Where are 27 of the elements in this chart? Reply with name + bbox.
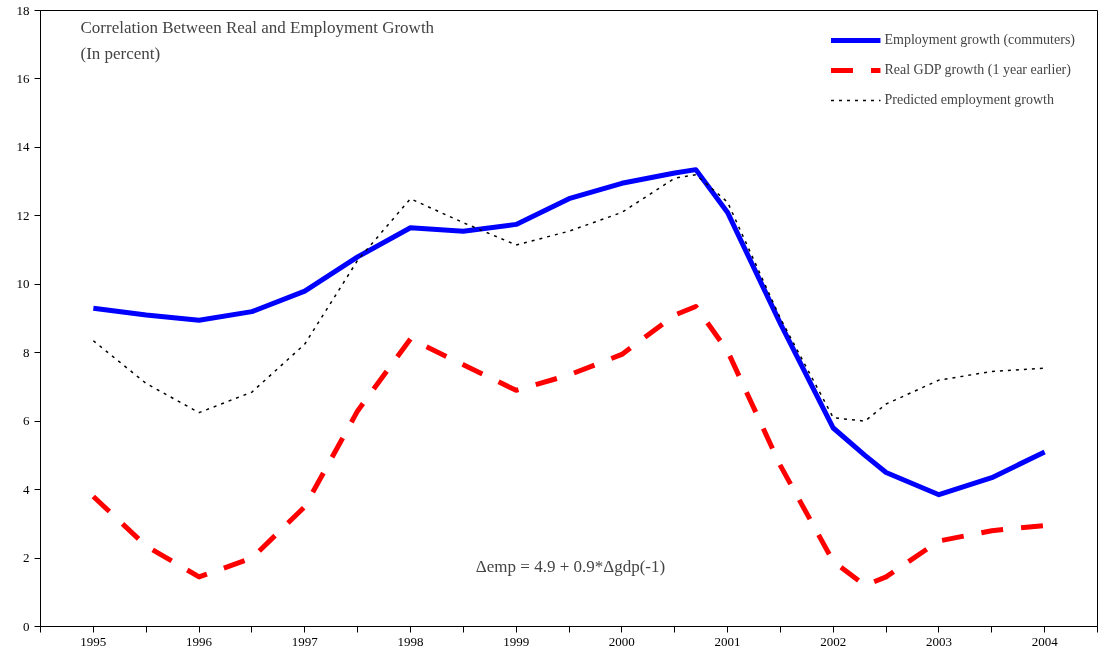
x-tick-label: 2001 xyxy=(714,633,741,649)
x-tick-label: 1998 xyxy=(397,633,424,649)
y-tick-label: 0 xyxy=(23,618,30,634)
annotation: Δemp = 4.9 + 0.9*Δgdp(-1) xyxy=(475,557,666,576)
legend-label: Real GDP growth (1 year earlier) xyxy=(884,62,1071,78)
y-tick-label: 14 xyxy=(16,139,30,155)
x-tick-label: 2000 xyxy=(608,633,635,649)
x-tick-label: 1995 xyxy=(80,633,107,649)
line-series xyxy=(92,174,1046,422)
legend-label: Predicted employment growth xyxy=(884,92,1054,108)
text: (In percent) xyxy=(80,43,161,63)
chart-title: Correlation Between Real and Employment Growth xyxy=(80,17,435,37)
y-tick-label: 8 xyxy=(23,344,30,360)
x-tick-label: 1999 xyxy=(503,633,530,649)
x-tick-label: 1997 xyxy=(291,633,319,649)
x-tick-label: 1996 xyxy=(186,633,213,649)
y-tick-label: 10 xyxy=(16,276,30,292)
y-tick-label: 6 xyxy=(23,413,30,429)
x-tick-label: 2004 xyxy=(1031,633,1059,649)
y-tick-label: 12 xyxy=(16,207,30,223)
y-tick-label: 4 xyxy=(23,481,30,497)
legend-label: Employment growth (commuters) xyxy=(884,32,1075,48)
x-tick-label: 2002 xyxy=(820,633,847,649)
y-tick-label: 2 xyxy=(23,550,30,566)
y-tick-label: 16 xyxy=(16,70,30,86)
x-tick-label: 2003 xyxy=(925,633,952,649)
y-tick-label: 18 xyxy=(16,2,30,18)
